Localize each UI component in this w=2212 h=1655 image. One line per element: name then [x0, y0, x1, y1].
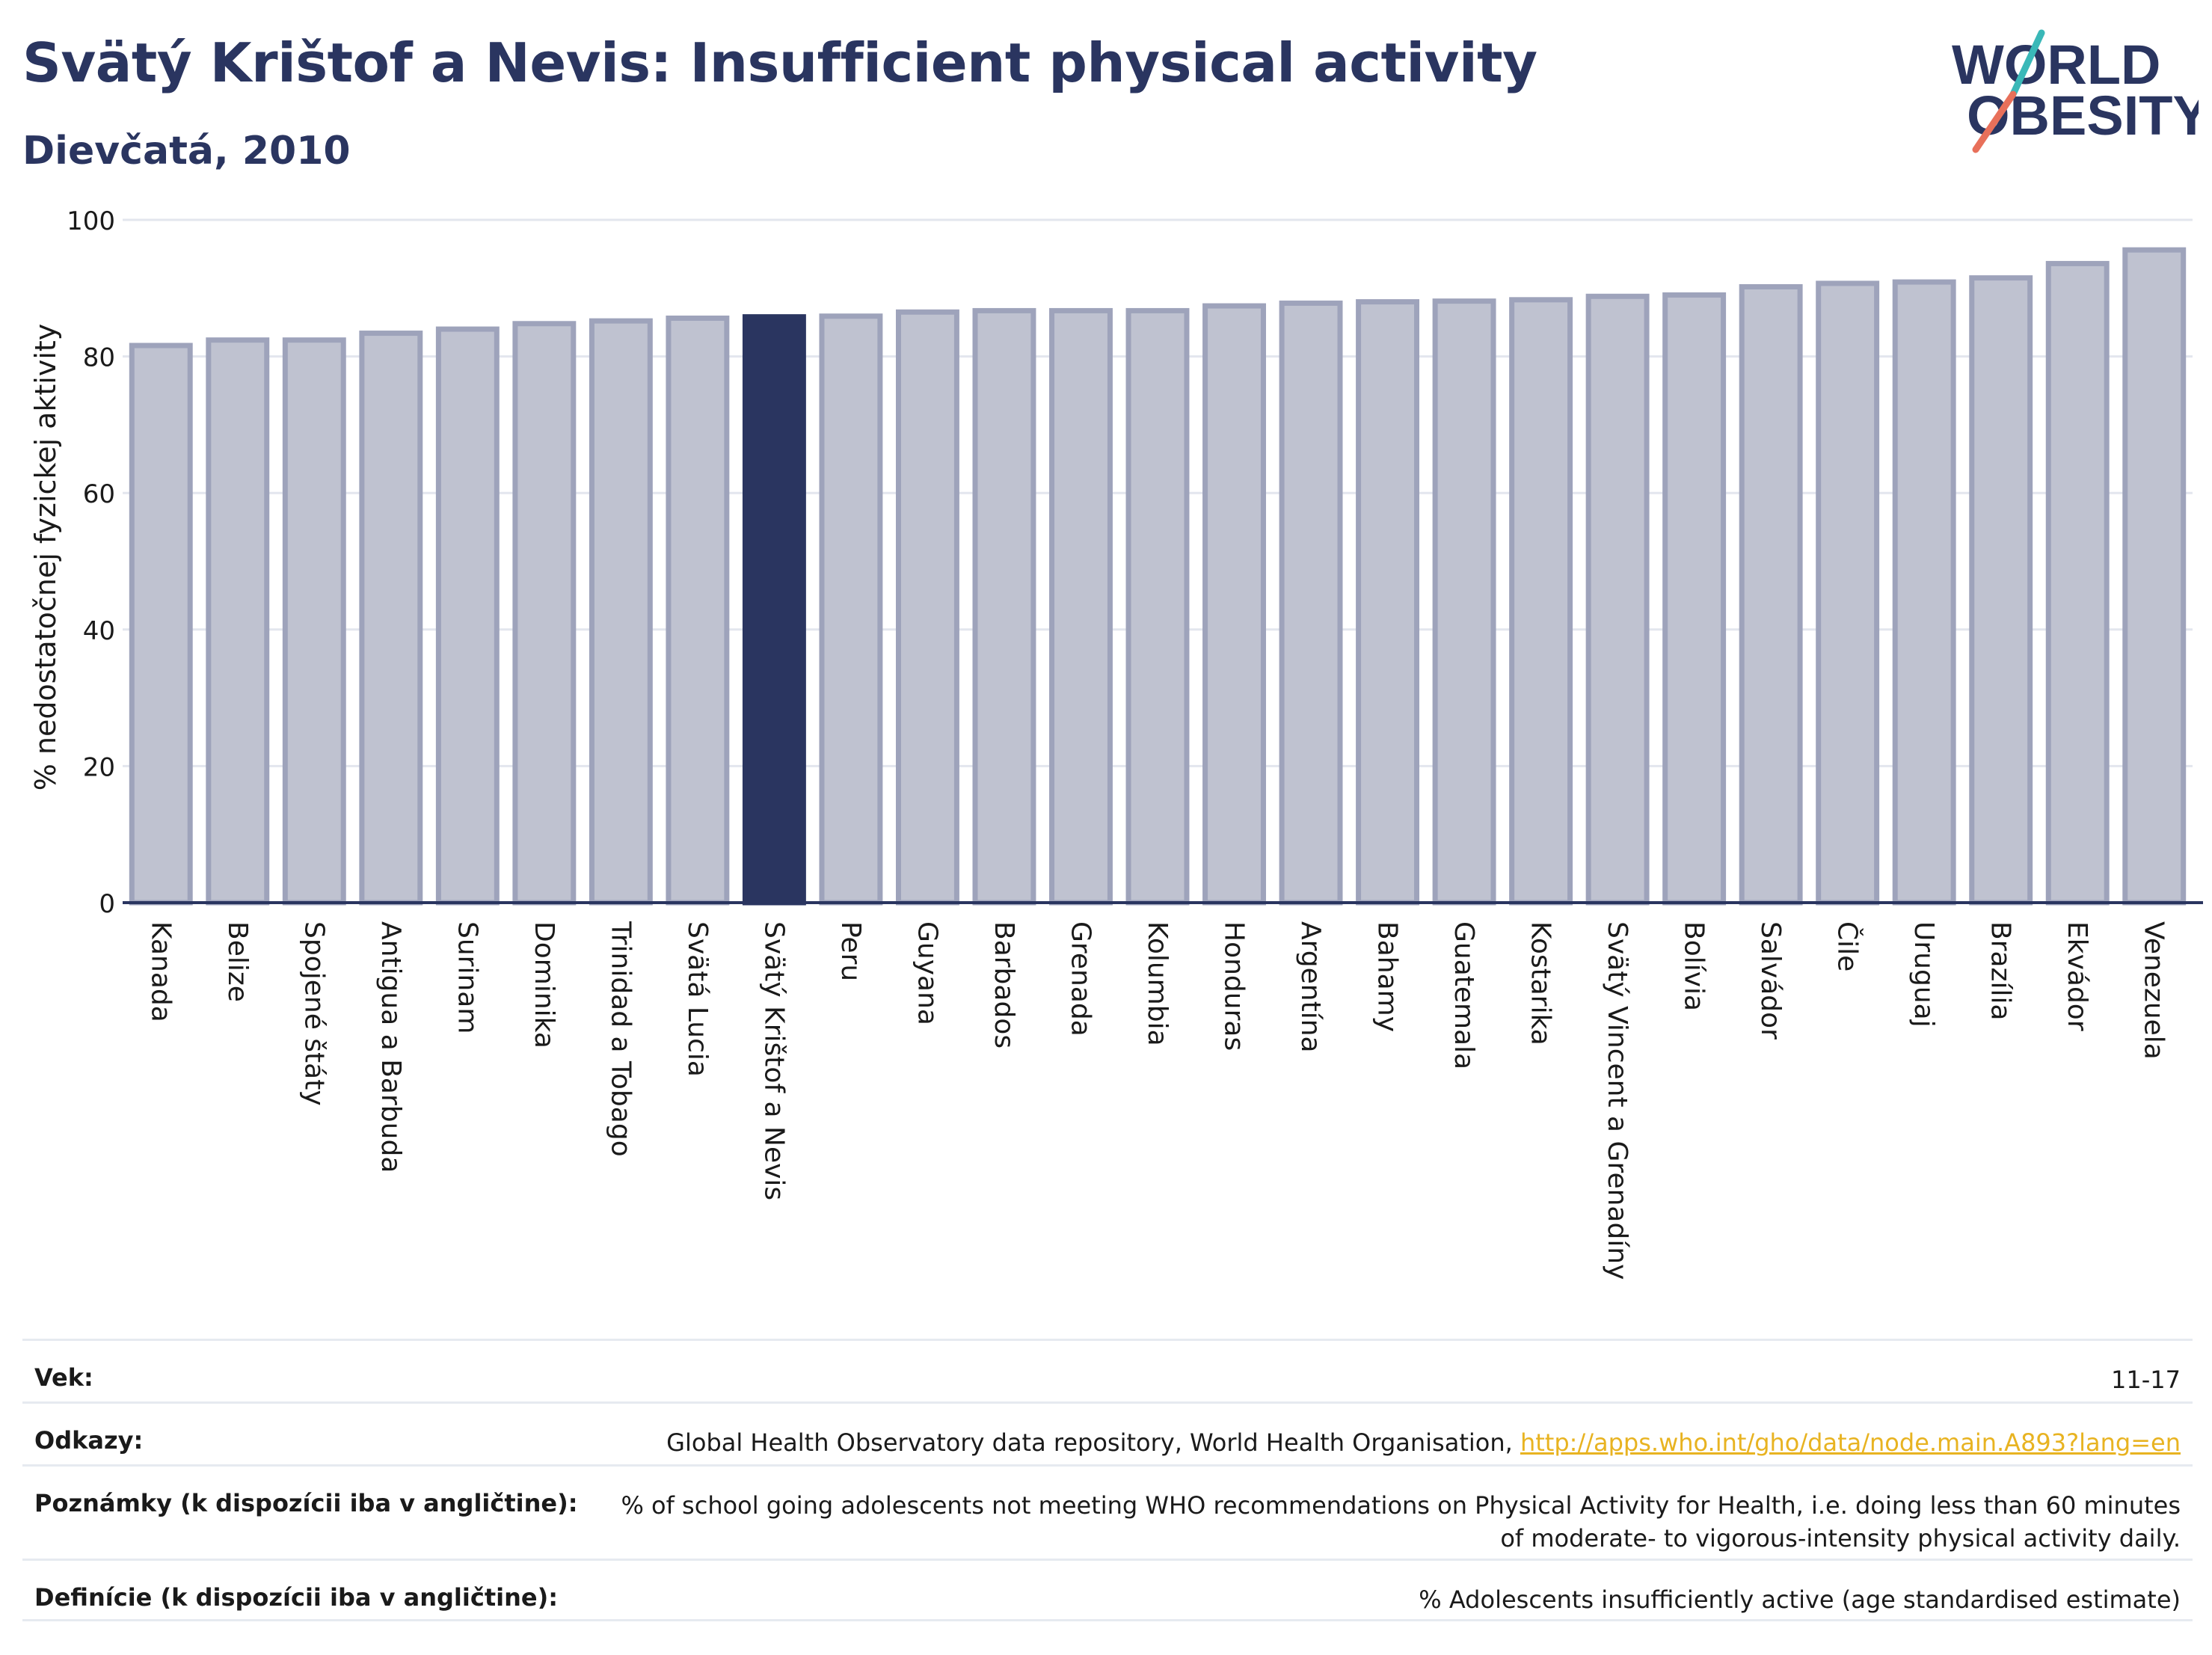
footer-table: Vek: 11-17 Odkazy: Global Health Observa… — [22, 1339, 2193, 1621]
bar — [1125, 307, 1190, 906]
x-tick-label: Svätý Krištof a Nevis — [758, 921, 789, 1200]
x-tick-label: Belize — [222, 921, 253, 1002]
x-tick-label: Kolumbia — [1142, 921, 1173, 1046]
bar — [1585, 293, 1650, 906]
footer-key-notes: Poznámky (k dispozícii iba v angličtine)… — [34, 1489, 578, 1517]
x-tick-label: Čile — [1832, 921, 1864, 971]
x-tick-label: Honduras — [1219, 921, 1250, 1051]
bar — [1892, 279, 1956, 906]
bar — [1432, 298, 1496, 906]
bar — [2122, 247, 2187, 906]
bar — [435, 326, 500, 906]
y-axis-label: % nedostatočnej fyzickej aktivity — [29, 324, 62, 791]
footer-row-references: Odkazy: Global Health Observatory data r… — [22, 1401, 2193, 1464]
x-tick-label: Svätá Lucia — [682, 921, 713, 1077]
bars — [129, 247, 2187, 906]
footer-row-notes: Poznámky (k dispozícii iba v angličtine)… — [22, 1464, 2193, 1559]
bar — [1969, 275, 2033, 906]
bar — [819, 313, 883, 906]
bar — [1509, 297, 1573, 906]
bar — [206, 337, 270, 906]
x-tick-label: Brazília — [1985, 921, 2016, 1021]
bar — [1662, 292, 1727, 906]
x-tick-label: Venezuela — [2139, 921, 2169, 1060]
x-tick-label: Guatemala — [1448, 921, 1479, 1069]
x-tick-label: Kostarika — [1526, 921, 1556, 1045]
references-link[interactable]: http://apps.who.int/gho/data/node.main.A… — [1520, 1428, 2181, 1457]
footer-row-age: Vek: 11-17 — [22, 1339, 2193, 1401]
y-tick-labels: 0 20 40 60 80 100 — [67, 206, 115, 919]
footer-value-definitions: % Adolescents insufficiently active (age… — [1419, 1585, 2181, 1614]
x-tick-label: Trinidad a Tobago — [605, 921, 636, 1157]
y-tick-label: 100 — [67, 206, 115, 236]
y-tick-label: 0 — [99, 889, 115, 919]
x-tick-labels: Kanada Belize Spojené štáty Antigua a Barbu… — [145, 921, 2169, 1280]
bar-chart: 0 20 40 60 80 100 Kanada Belize Spojené štáty An… — [29, 206, 2203, 1280]
bar — [1739, 283, 1803, 906]
bar — [1049, 307, 1113, 906]
bar — [666, 315, 730, 906]
y-tick-label: 80 — [83, 343, 115, 373]
bar — [282, 337, 346, 906]
y-tick-label: 40 — [83, 616, 115, 646]
bar — [1356, 299, 1420, 906]
footer-value-references: Global Health Observatory data repositor… — [666, 1426, 2181, 1459]
footer-value-notes: % of school going adolescents not meetin… — [621, 1491, 2181, 1553]
bar — [1202, 303, 1266, 906]
y-tick-label: 60 — [83, 479, 115, 509]
x-tick-label: Antigua a Barbuda — [375, 921, 406, 1173]
bar — [1816, 280, 1880, 906]
references-text: Global Health Observatory data repositor… — [666, 1428, 1520, 1457]
bar — [359, 331, 423, 906]
bar — [972, 307, 1036, 906]
x-tick-label: Svätý Vincent a Grenadíny — [1602, 921, 1632, 1280]
chart-title: Svätý Krištof a Nevis: Insufficient phys… — [22, 31, 1537, 94]
bar — [589, 318, 653, 906]
world-obesity-logo: WORLD OBESITY — [1952, 29, 2199, 153]
footer-row-definitions: Definície (k dispozícii iba v angličtine… — [22, 1559, 2193, 1621]
x-tick-label: Spojené štáty — [298, 921, 329, 1106]
bar — [895, 309, 959, 906]
x-tick-label: Uruguaj — [1908, 921, 1939, 1028]
bar — [512, 321, 577, 906]
x-tick-label: Bolívia — [1679, 921, 1709, 1011]
x-tick-label: Barbados — [989, 921, 1019, 1048]
x-tick-label: Ekvádor — [2062, 921, 2092, 1031]
footer-key-age: Vek: — [34, 1363, 93, 1392]
x-tick-label: Kanada — [145, 921, 176, 1022]
logo-line2: OBESITY — [1967, 85, 2199, 147]
bar — [1279, 300, 1343, 906]
bar — [129, 343, 193, 906]
x-tick-label: Bahamy — [1372, 921, 1403, 1032]
bar — [2045, 260, 2110, 906]
logo-line1: WORLD — [1952, 34, 2161, 96]
x-tick-label: Peru — [835, 921, 866, 981]
bar-highlighted — [742, 314, 806, 906]
chart-subtitle: Dievčatá, 2010 — [22, 129, 351, 174]
footer-key-definitions: Definície (k dispozícii iba v angličtine… — [34, 1583, 558, 1612]
x-tick-label: Salvádor — [1755, 921, 1786, 1040]
x-tick-label: Argentína — [1295, 921, 1326, 1053]
x-tick-label: Dominika — [529, 921, 559, 1048]
x-tick-label: Guyana — [912, 921, 942, 1025]
footer-key-references: Odkazy: — [34, 1426, 144, 1455]
x-tick-label: Grenada — [1065, 921, 1096, 1037]
x-tick-label: Surinam — [452, 921, 482, 1034]
footer-value-age: 11-17 — [2111, 1366, 2181, 1394]
y-tick-label: 20 — [83, 752, 115, 782]
